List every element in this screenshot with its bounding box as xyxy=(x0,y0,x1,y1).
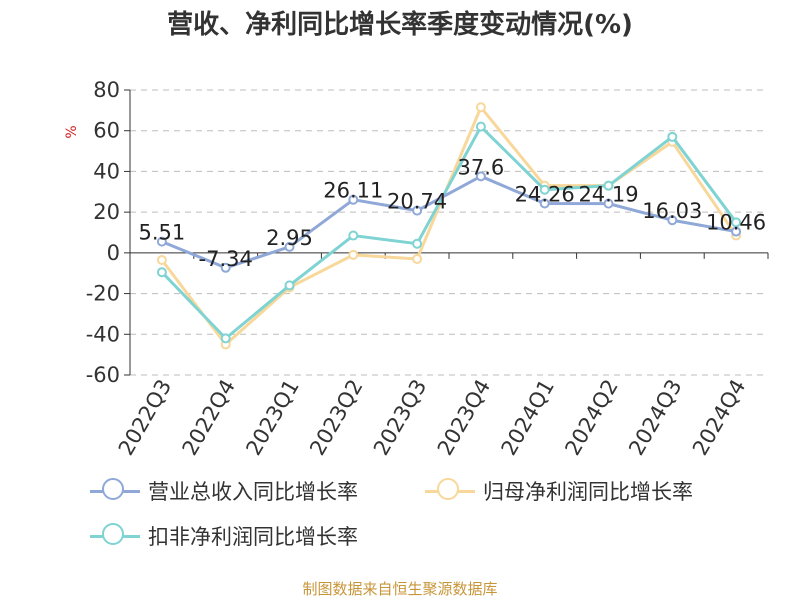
data-point xyxy=(475,121,486,132)
data-point xyxy=(731,217,742,228)
legend-item[interactable]: 归母净利润同比增长率 xyxy=(425,476,693,506)
legend-swatch-icon xyxy=(425,478,475,504)
y-axis-unit: % xyxy=(64,125,80,138)
data-point xyxy=(284,280,295,291)
x-tick-label: 2023Q1 xyxy=(241,375,303,459)
legend-item[interactable]: 营业总收入同比增长率 xyxy=(90,476,358,506)
data-point xyxy=(348,230,359,241)
series-line xyxy=(160,125,738,340)
series-line xyxy=(160,105,738,346)
y-tick-label: 40 xyxy=(93,159,120,183)
data-point xyxy=(603,180,614,191)
data-label: 5.51 xyxy=(139,221,186,245)
series-lines xyxy=(156,102,742,350)
legend-label: 扣非净利润同比增长率 xyxy=(148,525,358,549)
x-tick-label: 2023Q2 xyxy=(305,375,367,459)
data-point xyxy=(348,249,359,260)
data-labels: 5.51 -7.34 2.95 26.11 20.74 37.6 24.26 24.1916.… xyxy=(139,155,767,270)
data-point xyxy=(156,267,167,278)
data-point xyxy=(412,253,423,264)
x-tick-label: 2023Q3 xyxy=(369,375,431,459)
data-point xyxy=(412,205,423,216)
data-point xyxy=(475,171,486,182)
data-point xyxy=(348,194,359,205)
x-tick-label: 2023Q4 xyxy=(433,375,495,459)
data-point xyxy=(667,131,678,142)
legend-label: 营业总收入同比增长率 xyxy=(148,480,358,504)
data-label: 16.03 xyxy=(642,199,702,223)
data-point xyxy=(412,238,423,249)
y-tick-label: -40 xyxy=(86,322,120,346)
data-label: 37.6 xyxy=(458,155,505,179)
data-point xyxy=(220,262,231,273)
data-label: -7.34 xyxy=(199,247,253,271)
data-point xyxy=(539,198,550,209)
data-point xyxy=(475,102,486,113)
data-label: 10.46 xyxy=(706,211,766,235)
data-label: 2.95 xyxy=(266,226,313,250)
x-tick-label: 2024Q2 xyxy=(560,375,622,459)
data-point xyxy=(156,254,167,265)
x-tick-label: 2022Q3 xyxy=(114,375,176,459)
y-tick-label: -20 xyxy=(86,282,120,306)
data-point xyxy=(667,215,678,226)
data-point xyxy=(220,333,231,344)
y-tick-label: 60 xyxy=(93,119,120,143)
data-point xyxy=(731,226,742,237)
legend-label: 归母净利润同比增长率 xyxy=(483,480,693,504)
x-tick-label: 2024Q1 xyxy=(497,375,559,459)
y-tick-label: -60 xyxy=(86,363,120,387)
grid-lines xyxy=(130,89,768,376)
data-point xyxy=(539,184,550,195)
y-tick-label: 0 xyxy=(107,241,120,265)
data-label: 24.19 xyxy=(578,183,638,207)
data-point xyxy=(284,241,295,252)
source-note: 制图数据来自恒生聚源数据库 xyxy=(302,580,498,598)
data-label: 26.11 xyxy=(323,179,383,203)
legend-swatch-icon xyxy=(90,523,140,549)
data-label: 24.26 xyxy=(515,182,575,206)
series-line xyxy=(161,174,737,270)
y-tick-label: 80 xyxy=(93,78,120,102)
x-tick-label: 2022Q4 xyxy=(178,375,240,459)
x-tick-label: 2024Q4 xyxy=(688,375,750,459)
legend-swatch-icon xyxy=(90,478,140,504)
legend-item[interactable]: 扣非净利润同比增长率 xyxy=(90,521,358,551)
data-label: 20.74 xyxy=(387,190,447,214)
x-tick-label: 2024Q3 xyxy=(624,375,686,459)
data-point xyxy=(156,236,167,247)
chart-title: 营收、净利同比增长率季度变动情况(%) xyxy=(167,10,633,40)
y-tick-label: 20 xyxy=(93,200,120,224)
data-point xyxy=(603,198,614,209)
